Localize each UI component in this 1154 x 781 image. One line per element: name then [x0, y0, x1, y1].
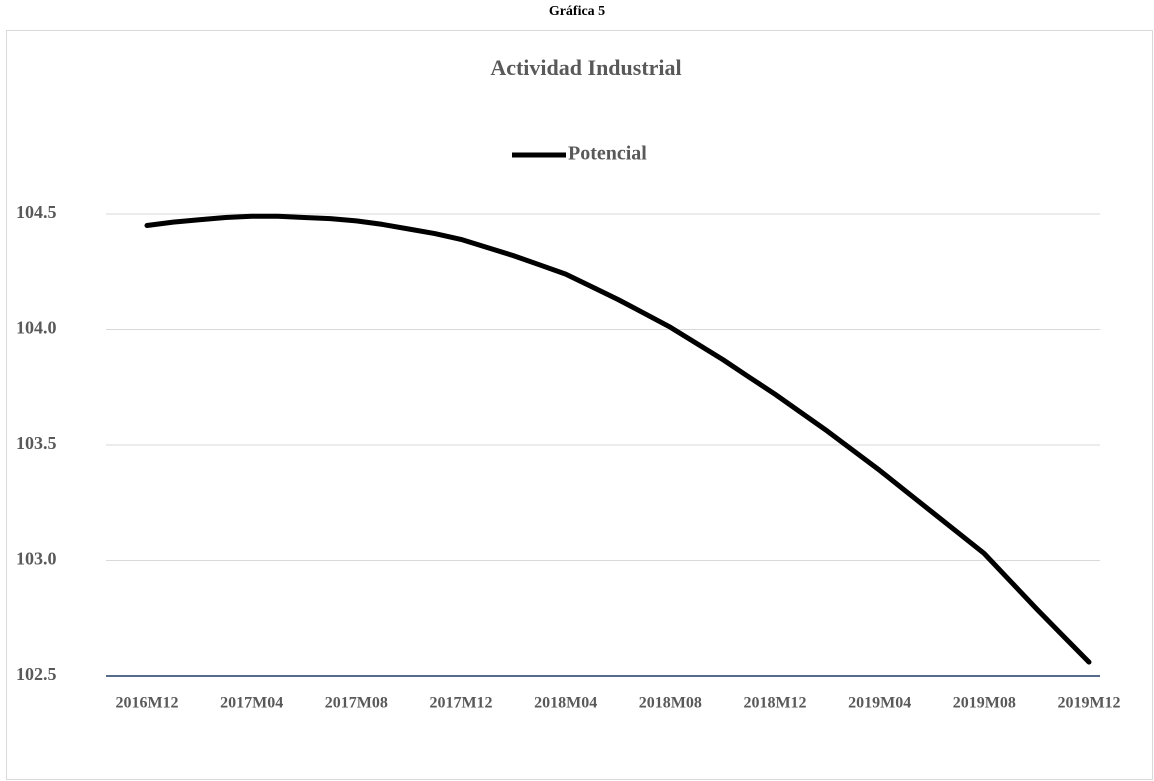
x-tick-label: 2018M04	[534, 695, 597, 712]
y-tick-label: 103.0	[16, 549, 57, 569]
x-tick-label: 2018M08	[639, 695, 702, 712]
x-tick-label: 2017M12	[429, 695, 492, 712]
chart-title: Actividad Industrial	[490, 55, 681, 80]
chart-frame	[6, 30, 1153, 780]
x-tick-label: 2016M12	[115, 695, 178, 712]
y-tick-label: 104.5	[16, 202, 57, 222]
x-tick-label: 2019M08	[953, 695, 1016, 712]
y-tick-label: 102.5	[16, 664, 57, 684]
figure-label: Gráfica 5	[549, 4, 605, 19]
x-tick-label: 2017M04	[220, 695, 283, 712]
x-tick-label: 2017M08	[325, 695, 388, 712]
y-tick-label: 103.5	[16, 433, 57, 453]
series-line	[144, 213, 1092, 665]
legend-label: Potencial	[568, 143, 647, 165]
x-tick-label: 2019M12	[1057, 695, 1120, 712]
x-tick-label: 2018M12	[743, 695, 806, 712]
y-tick-label: 104.0	[16, 318, 57, 338]
x-tick-label: 2019M04	[848, 695, 911, 712]
